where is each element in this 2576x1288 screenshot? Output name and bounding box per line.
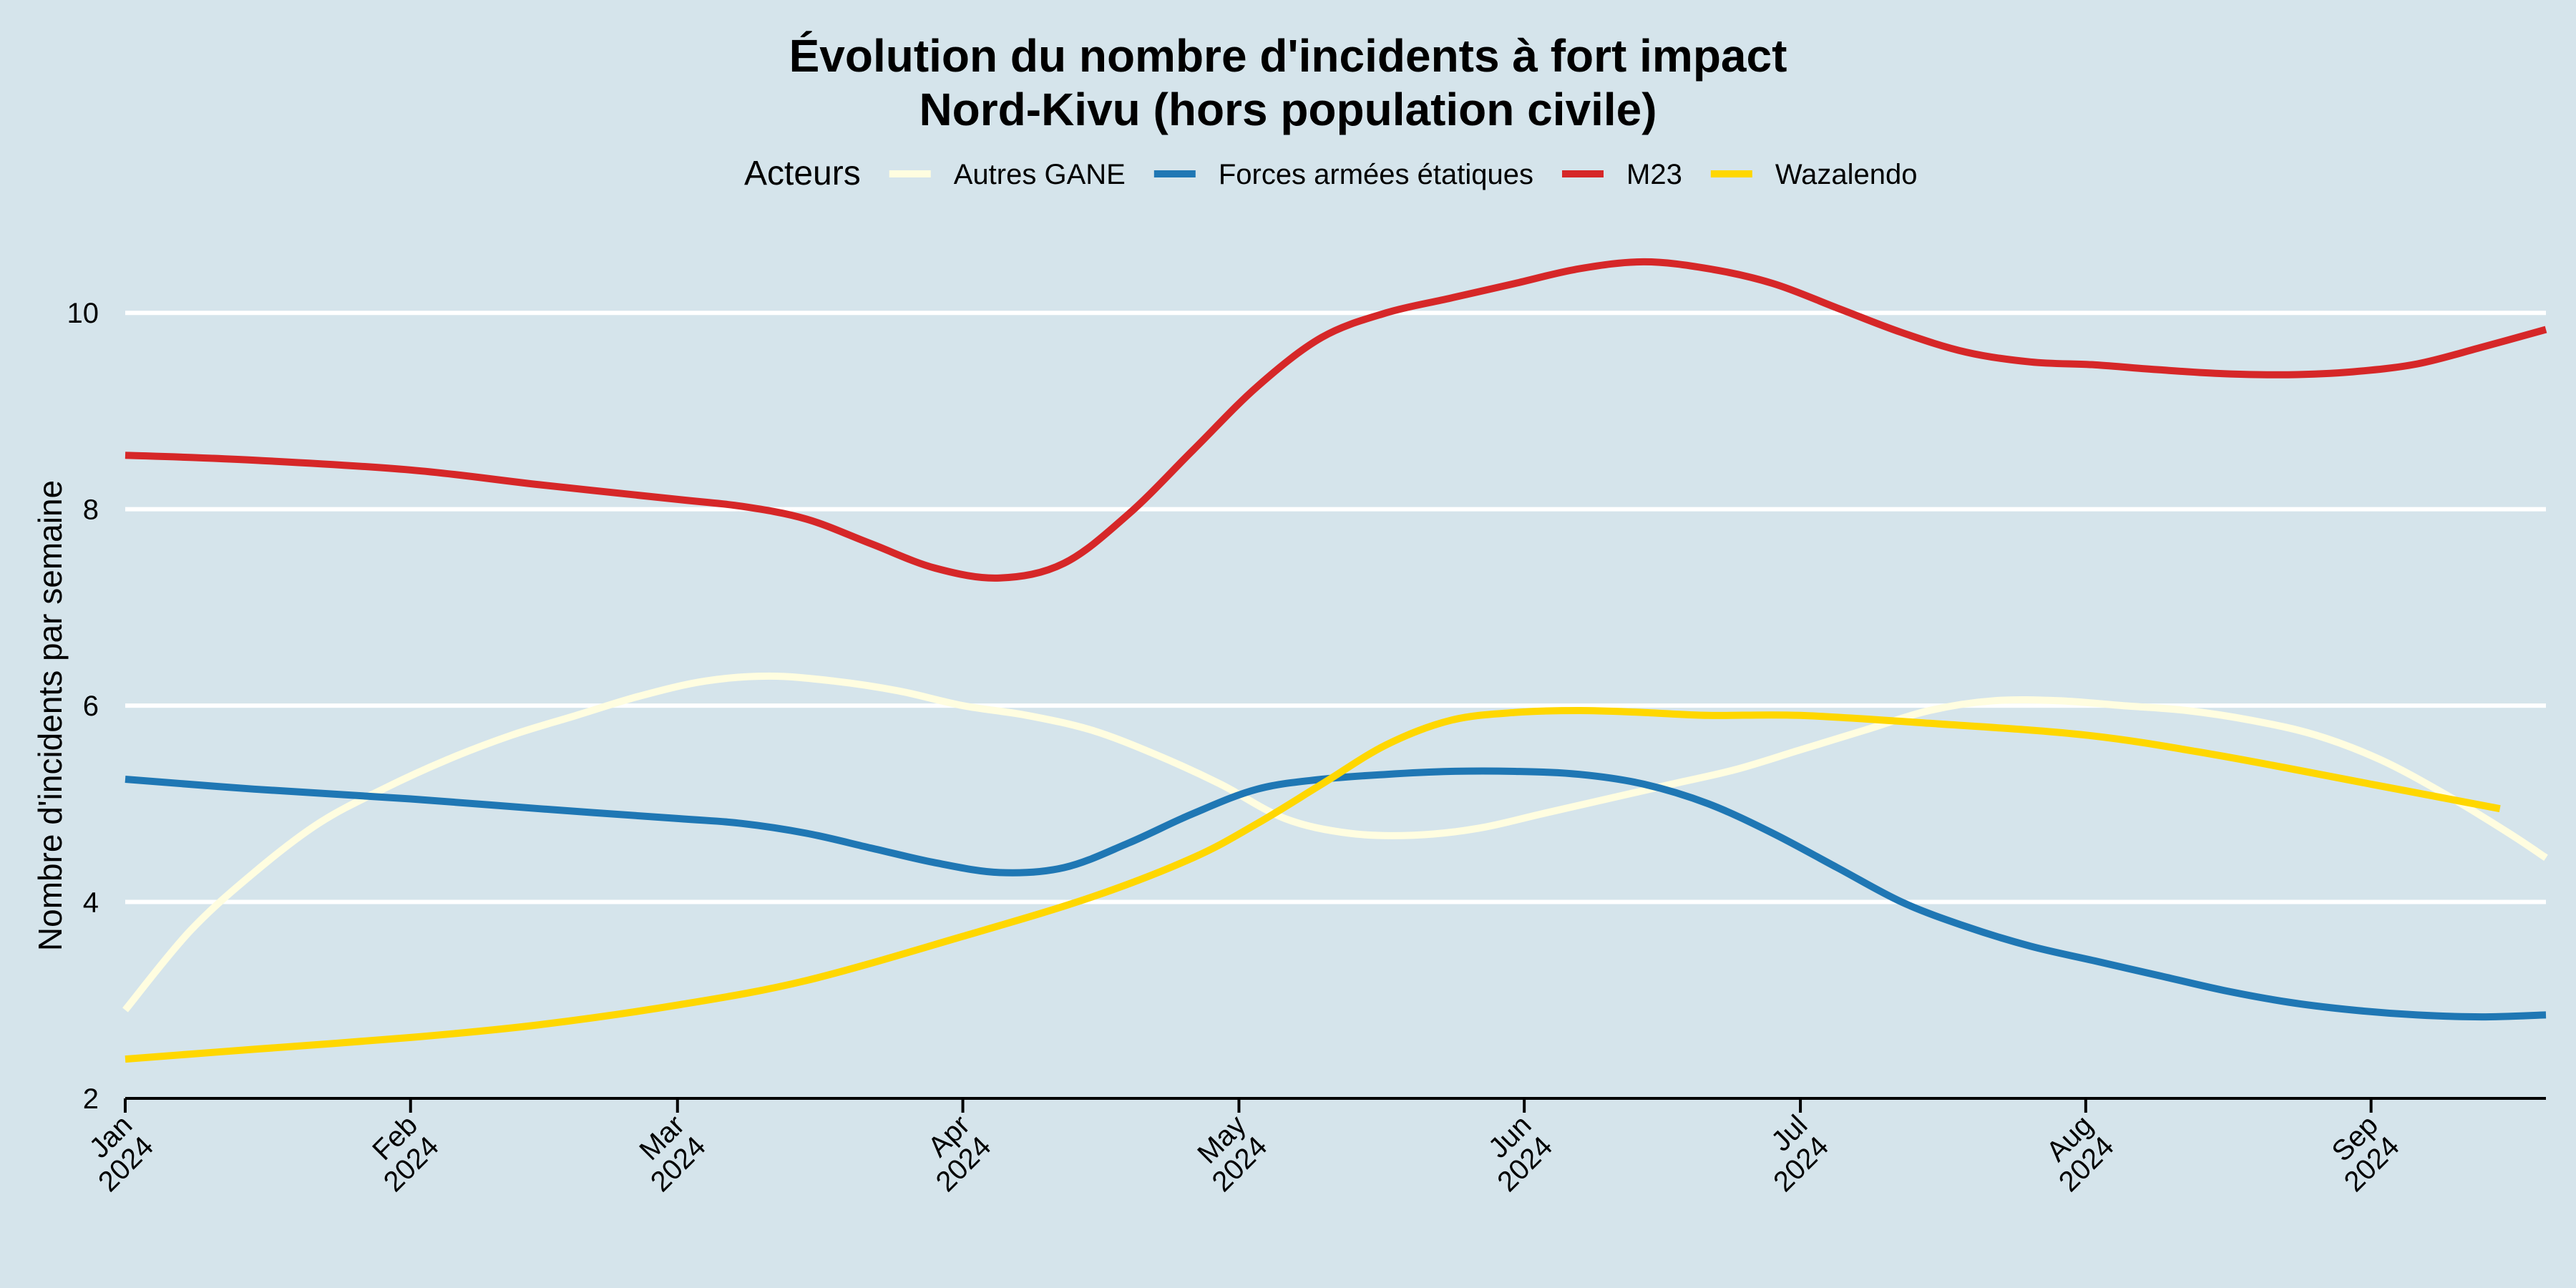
series-line-m23 bbox=[125, 258, 2547, 582]
y-axis-label: Nombre d'incidents par semaine bbox=[31, 480, 69, 951]
chart-title: Évolution du nombre d'incidents à fort i… bbox=[789, 30, 1787, 82]
legend-label-autres-gane: Autres GANE bbox=[954, 159, 1126, 190]
legend-label-m23: M23 bbox=[1626, 159, 1682, 190]
legend-label-wazalendo: Wazalendo bbox=[1775, 159, 1918, 190]
y-tick-label: 4 bbox=[83, 887, 99, 919]
series-line-forces-armees-etatiques bbox=[125, 767, 2547, 1021]
y-tick-label: 10 bbox=[67, 298, 99, 329]
chart-subtitle: Nord-Kivu (hors population civile) bbox=[919, 84, 1657, 135]
legend-title: Acteurs bbox=[744, 155, 861, 192]
y-tick-label: 8 bbox=[83, 494, 99, 526]
series-line-wazalendo bbox=[125, 707, 2501, 1063]
legend: Acteurs Autres GANE Forces armées étatiqu… bbox=[744, 155, 1917, 192]
y-tick-label: 2 bbox=[83, 1083, 99, 1115]
legend-label-forces-armees-etatiques: Forces armées étatiques bbox=[1219, 159, 1533, 190]
series-lines bbox=[122, 258, 2548, 1063]
y-tick-label: 6 bbox=[83, 691, 99, 722]
series-line-autres-gane bbox=[122, 672, 2548, 1013]
